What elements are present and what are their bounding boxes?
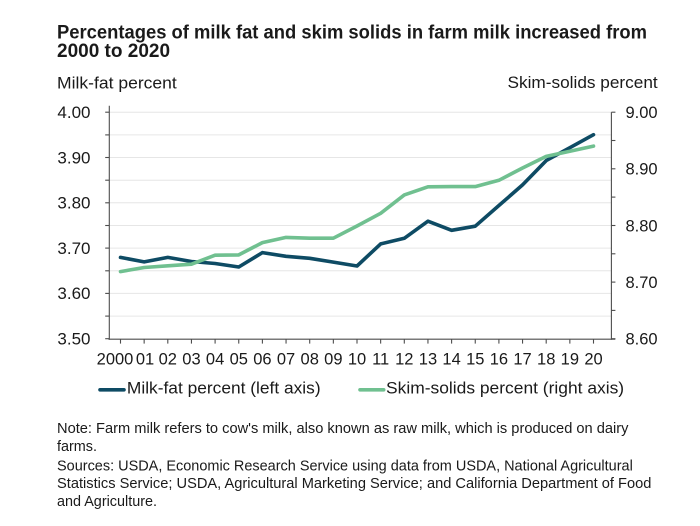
svg-text:farms.: farms. — [57, 439, 97, 455]
svg-text:8.90: 8.90 — [626, 161, 658, 179]
svg-text:10: 10 — [348, 350, 366, 368]
svg-text:and Agriculture.: and Agriculture. — [57, 494, 157, 510]
svg-text:Skim-solids percent (right axi: Skim-solids percent (right axis) — [386, 379, 624, 397]
svg-text:9.00: 9.00 — [626, 104, 658, 122]
svg-text:19: 19 — [561, 350, 579, 368]
svg-text:Skim-solids percent: Skim-solids percent — [508, 74, 659, 92]
svg-text:07: 07 — [277, 350, 295, 368]
svg-text:15: 15 — [466, 350, 484, 368]
svg-text:01: 01 — [136, 350, 154, 368]
svg-text:08: 08 — [301, 350, 319, 368]
svg-text:11: 11 — [372, 350, 389, 368]
svg-text:17: 17 — [513, 350, 531, 368]
svg-text:14: 14 — [442, 350, 460, 368]
svg-text:8.70: 8.70 — [626, 274, 658, 292]
svg-text:8.60: 8.60 — [626, 331, 658, 349]
svg-text:3.60: 3.60 — [57, 284, 90, 303]
svg-text:2000 to 2020: 2000 to 2020 — [57, 41, 170, 62]
svg-text:20: 20 — [584, 350, 602, 368]
svg-text:8.80: 8.80 — [626, 217, 658, 235]
svg-text:05: 05 — [230, 350, 248, 368]
svg-text:06: 06 — [253, 350, 271, 368]
svg-text:2000: 2000 — [97, 350, 134, 368]
svg-text:Milk-fat percent (left axis): Milk-fat percent (left axis) — [127, 379, 321, 397]
svg-text:04: 04 — [206, 350, 224, 368]
svg-text:3.50: 3.50 — [57, 330, 90, 349]
svg-text:3.80: 3.80 — [57, 194, 90, 213]
svg-text:13: 13 — [419, 350, 437, 368]
svg-text:Percentages of milk fat and sk: Percentages of milk fat and skim solids … — [57, 23, 647, 44]
svg-text:3.70: 3.70 — [57, 239, 90, 258]
svg-text:4.00: 4.00 — [57, 103, 90, 122]
svg-text:Sources: USDA, Economic Resear: Sources: USDA, Economic Research Service… — [57, 459, 633, 475]
svg-text:02: 02 — [159, 350, 177, 368]
svg-text:12: 12 — [395, 350, 413, 368]
svg-text:3.90: 3.90 — [57, 148, 90, 167]
svg-text:09: 09 — [324, 350, 342, 368]
svg-text:16: 16 — [490, 350, 508, 368]
svg-text:Note: Farm milk refers to cow': Note: Farm milk refers to cow's milk, al… — [57, 421, 629, 437]
svg-text:18: 18 — [537, 350, 555, 368]
svg-text:Milk-fat percent: Milk-fat percent — [57, 75, 177, 93]
svg-text:03: 03 — [182, 350, 200, 368]
svg-text:Statistics Service; USDA, Agri: Statistics Service; USDA, Agricultural M… — [57, 476, 651, 492]
